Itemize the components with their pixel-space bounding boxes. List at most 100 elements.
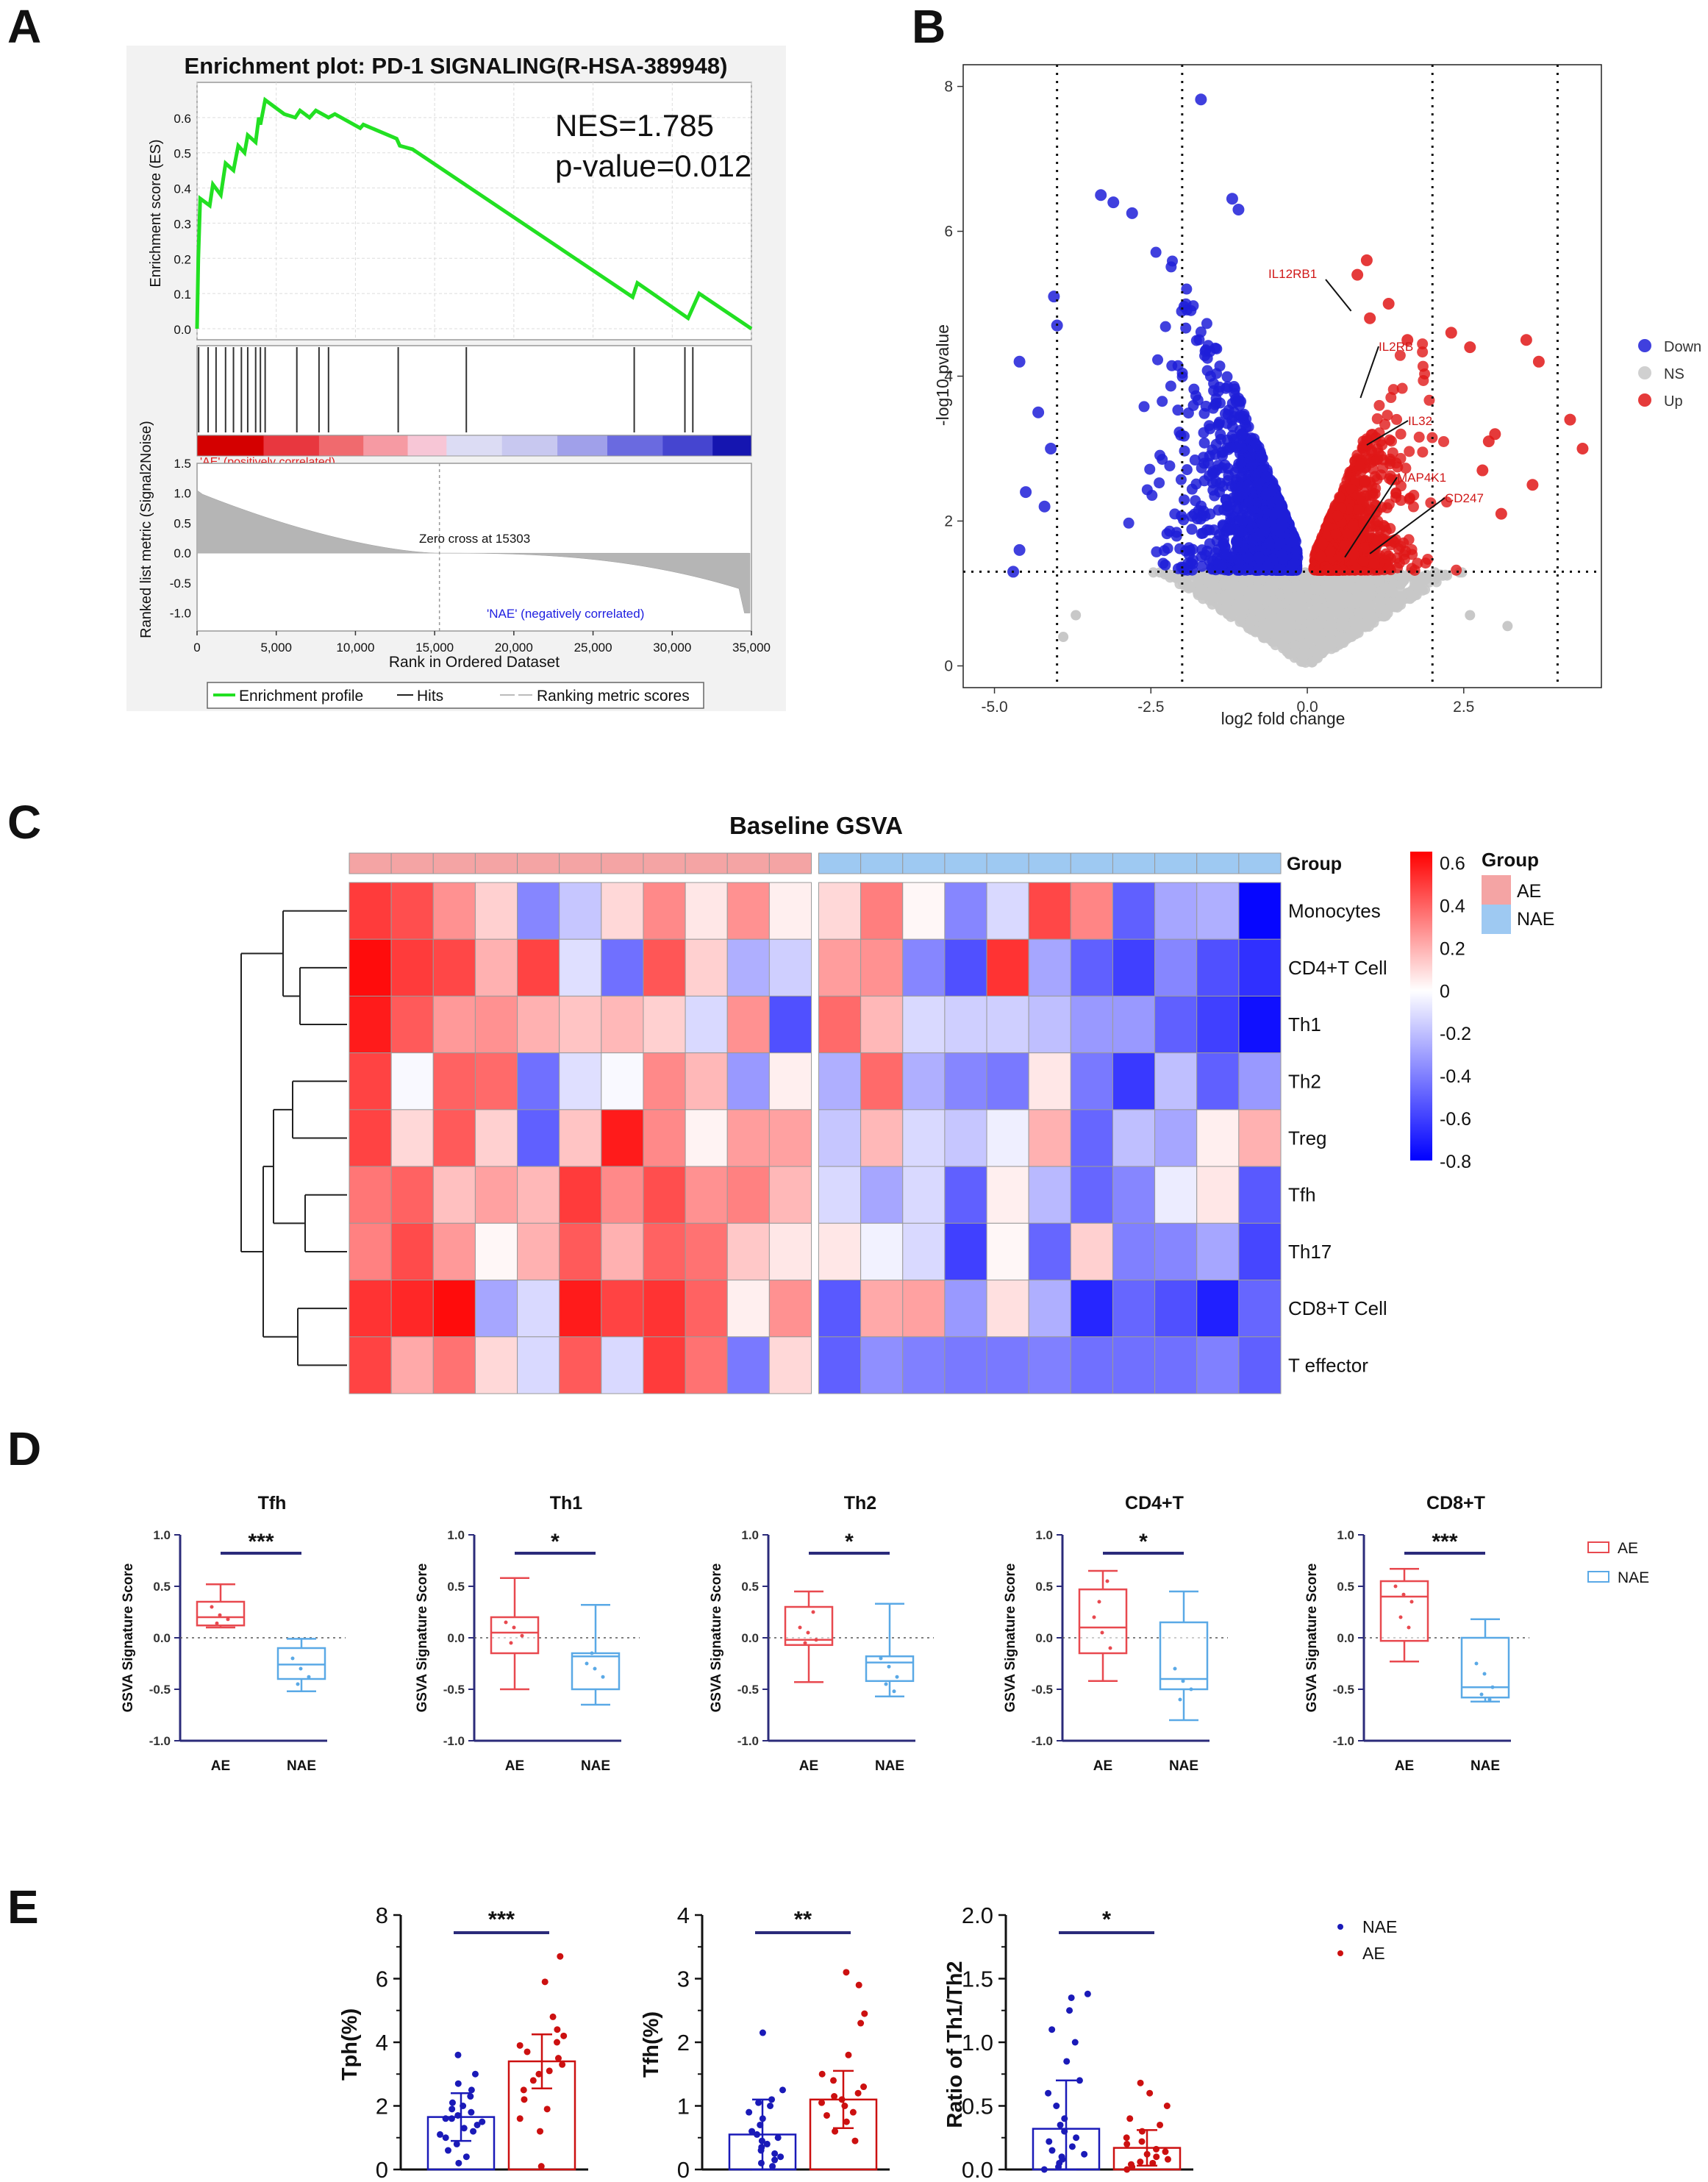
heatmap-cell	[1238, 1109, 1282, 1167]
up-point	[1390, 457, 1402, 469]
heatmap-cell	[818, 1052, 862, 1110]
panel-label-d: D	[7, 1422, 41, 1475]
heatmap-cell	[517, 1109, 560, 1167]
x-tick-label: 0	[193, 641, 200, 655]
heatmap-cell	[944, 995, 987, 1054]
ns-point	[1437, 570, 1448, 581]
heatmap-cell	[986, 938, 1029, 996]
group-annotation-cell	[390, 852, 434, 874]
ns-point	[1262, 596, 1273, 607]
up-point	[1425, 497, 1437, 509]
ns-point	[1230, 603, 1241, 614]
up-point	[1380, 548, 1392, 560]
down-point	[1218, 534, 1229, 546]
down-point	[1176, 371, 1188, 382]
heatmap-cell	[349, 1280, 392, 1338]
heatmap-cell	[390, 1109, 434, 1167]
down-point	[1159, 321, 1171, 332]
rank-color-segment	[446, 435, 503, 456]
heatmap-cell	[1070, 938, 1113, 996]
group-annotation-cell	[986, 852, 1029, 874]
down-point	[1178, 301, 1190, 313]
down-point	[1289, 557, 1301, 569]
ns-point	[1282, 646, 1293, 657]
ns-point	[1223, 574, 1234, 585]
data-point	[307, 1675, 311, 1679]
heatmap-cell	[1112, 882, 1156, 940]
down-point	[1123, 517, 1135, 529]
down-point	[1232, 554, 1244, 566]
data-point	[226, 1617, 230, 1622]
down-point	[1196, 510, 1208, 521]
heatmap-cell	[1238, 1166, 1282, 1224]
heatmap-cell	[643, 938, 686, 996]
up-point	[1520, 334, 1532, 346]
ns-point	[1252, 576, 1263, 587]
legend-box	[207, 682, 704, 709]
up-point	[1367, 490, 1379, 502]
x-tick-label: AE	[211, 1758, 230, 1774]
heatmap-cell	[726, 1052, 770, 1110]
down-point	[1195, 93, 1207, 106]
down-point	[1272, 493, 1284, 505]
ns-point	[1341, 581, 1352, 592]
heatmap-cell	[685, 1166, 728, 1224]
heatmap-cell	[601, 1336, 644, 1394]
ns-point	[1233, 591, 1244, 602]
color-bar-frame	[196, 435, 752, 457]
down-point	[1204, 423, 1216, 435]
heatmap-cell	[860, 1052, 904, 1110]
heatmap-cell	[601, 938, 644, 996]
up-point	[1369, 471, 1381, 482]
ns-point	[1183, 581, 1194, 592]
heatmap-cell	[944, 1222, 987, 1281]
heatmap-cell	[559, 1052, 602, 1110]
heatmap-cell	[559, 1109, 602, 1167]
heatmap-cell	[1154, 1222, 1198, 1281]
down-point	[1204, 371, 1216, 382]
heatmap-cell	[1028, 1166, 1071, 1224]
down-point	[1126, 207, 1138, 219]
legend-swatch-nae	[1482, 905, 1511, 934]
down-point	[1185, 557, 1197, 569]
down-point	[1154, 477, 1165, 489]
down-point	[1157, 454, 1168, 466]
y-tick-label: 0.0	[153, 1631, 171, 1645]
up-point	[1368, 558, 1380, 570]
heatmap-cell	[986, 1052, 1029, 1110]
up-point	[1445, 327, 1457, 339]
heatmap-cell	[726, 1336, 770, 1394]
heatmap-cell	[1070, 995, 1113, 1054]
down-point	[1179, 445, 1190, 457]
heatmap-cell	[1154, 1280, 1198, 1338]
ns-point	[1329, 597, 1340, 608]
group-annotation-cell	[1238, 852, 1282, 874]
heatmap-cell	[559, 1336, 602, 1394]
ns-point	[1254, 584, 1265, 595]
y-tick-label: 8	[944, 79, 953, 96]
y2-tick-label: 1.5	[174, 457, 191, 471]
heatmap-cell	[432, 1109, 476, 1167]
up-point	[1353, 504, 1365, 516]
ns-point	[1206, 590, 1217, 601]
legend-label-up: Up	[1664, 393, 1683, 410]
x-tick-label: 10,000	[336, 641, 374, 655]
heatmap-cell	[685, 1052, 728, 1110]
heatmap-cell	[768, 882, 812, 940]
ns-point	[1300, 567, 1311, 578]
legend-label-down: Down	[1664, 339, 1701, 355]
down-point	[1172, 404, 1184, 416]
heatmap-cell	[390, 1166, 434, 1224]
heatmap-cell	[902, 1109, 946, 1167]
down-point	[1038, 500, 1051, 513]
heatmap-cell	[349, 1109, 392, 1167]
legend-label-ns: NS	[1664, 366, 1684, 382]
heatmap-cell	[601, 882, 644, 940]
down-point	[1232, 203, 1245, 215]
panel-label-b: B	[912, 0, 946, 53]
up-point	[1532, 355, 1545, 368]
up-point	[1351, 268, 1364, 281]
row-label: Th2	[1288, 1070, 1321, 1092]
rank-color-segment	[263, 435, 320, 456]
up-point	[1576, 442, 1589, 454]
